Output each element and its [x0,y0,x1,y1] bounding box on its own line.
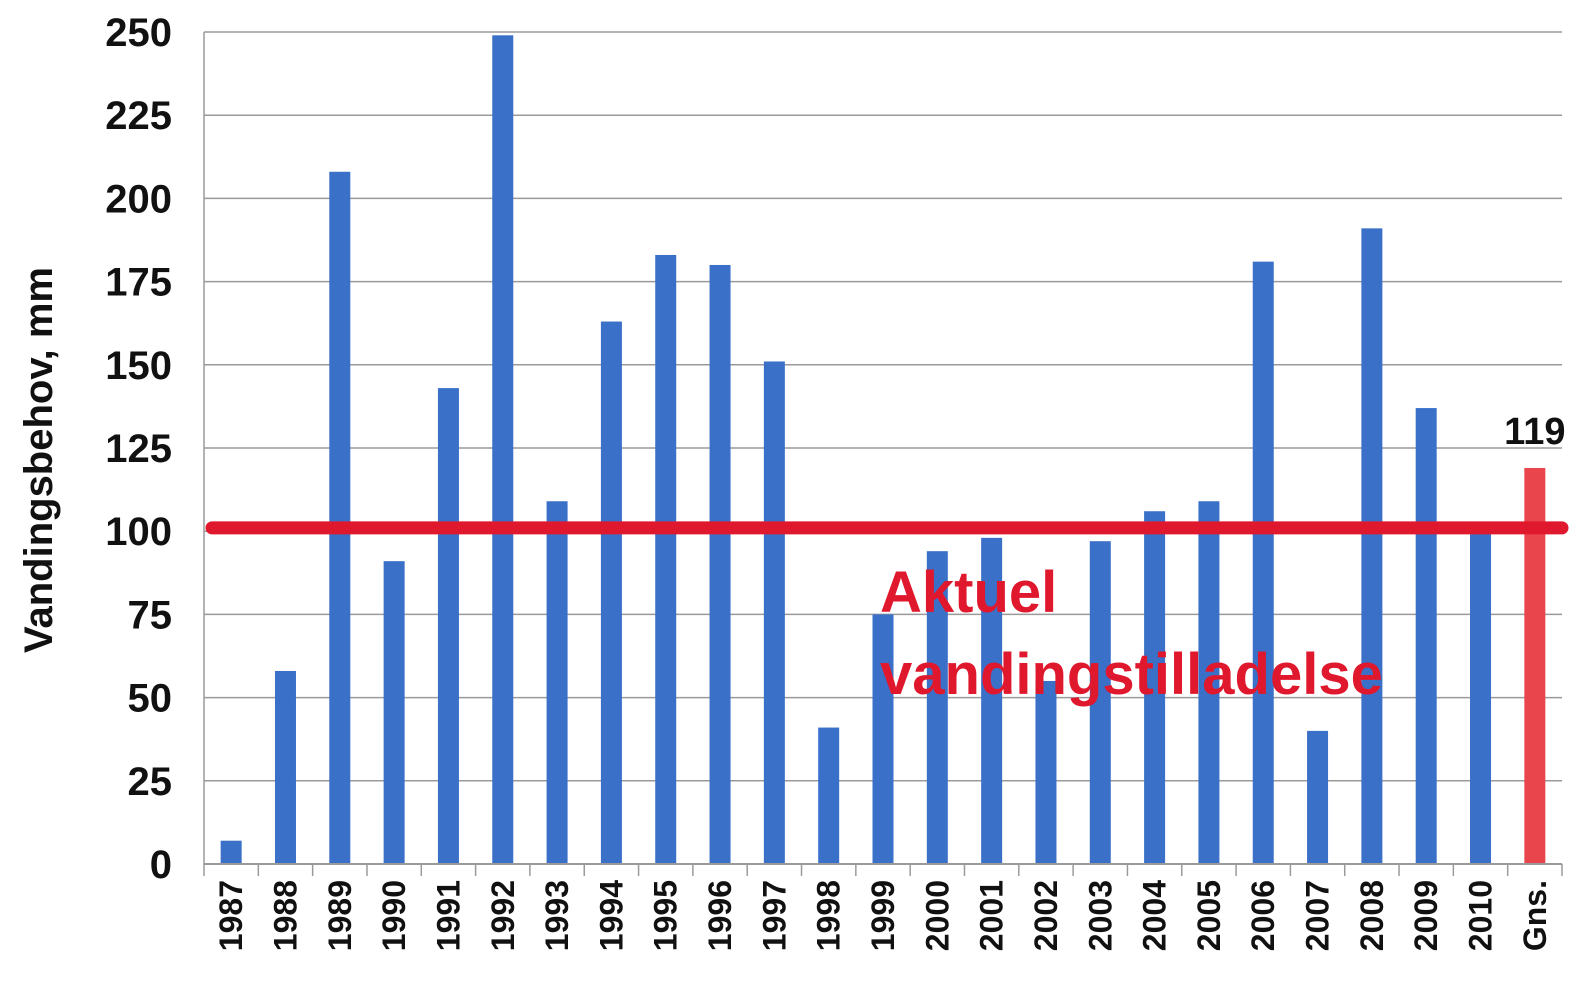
bar-1996 [709,264,731,865]
x-tick-label: 1990 [376,880,412,951]
annotation-line-1: Aktuel [880,560,1057,625]
x-tick-label: 1999 [865,880,901,951]
bar-1994 [600,321,622,864]
bar-1990 [383,561,405,864]
bar-1995 [655,254,677,864]
bar-2008 [1361,228,1383,865]
bar-2009 [1415,408,1437,864]
bar-2010 [1470,531,1492,864]
x-tick-label: 2009 [1408,880,1444,951]
bar-1999 [872,614,894,864]
bar-2002 [1035,680,1057,864]
bar-1987 [220,840,242,864]
bar-1989 [329,171,351,864]
x-tick-label: 2000 [919,880,955,951]
bar-1997 [763,361,785,864]
x-axis-ticks: 1987 1988 1989 1990 1991 1992 1993 1994 1995 1996… [203,864,1563,951]
x-tick-label: 2006 [1245,880,1281,951]
annotation-line-2: vandingstilladelse [880,642,1383,707]
y-tick-label: 50 [128,677,173,721]
x-tick-label: 2003 [1082,880,1118,951]
x-tick-label: 1996 [702,880,738,951]
bar-1993 [546,501,568,864]
x-tick-label: 1998 [811,880,847,951]
bar-2004 [1144,511,1166,864]
x-tick-label: 2002 [1028,880,1064,951]
y-tick-label: 25 [128,760,173,804]
y-axis-ticks: 0 25 50 75 100 125 150 175 200 225 250 [105,11,172,887]
x-tick-label: 2005 [1191,880,1227,951]
bar-2005 [1198,501,1220,864]
bar-1991 [437,388,459,864]
x-tick-label: 1995 [648,880,684,951]
x-tick-label: 1992 [485,880,521,951]
x-tick-label: 2008 [1354,880,1390,951]
y-tick-label: 150 [105,344,172,388]
y-tick-label: 250 [105,11,172,55]
y-tick-label: 175 [105,261,172,305]
bar-2003 [1089,541,1111,864]
x-tick-label: 1989 [322,880,358,951]
y-tick-label: 125 [105,427,172,471]
x-tick-label: 2001 [974,880,1010,951]
bar-2000 [926,551,948,864]
x-tick-label: 2010 [1463,880,1499,951]
x-tick-label: 1988 [267,880,303,951]
bar-1988 [274,670,296,864]
y-tick-label: 75 [128,593,173,637]
bar-1998 [818,727,840,864]
bar-1992 [492,35,514,864]
y-tick-label: 200 [105,177,172,221]
average-data-label: 119 [1504,411,1565,453]
x-tick-label: 1993 [539,880,575,951]
y-tick-label: 0 [150,843,172,887]
bar-2001 [981,537,1003,864]
y-tick-label: 225 [105,94,172,138]
x-tick-label: 2007 [1300,880,1336,951]
x-tick-label: 2004 [1137,880,1173,951]
x-tick-label: 1994 [593,880,629,951]
x-tick-label: 1987 [213,880,249,951]
bar-average [1524,467,1546,864]
x-tick-label: Gns. [1517,880,1553,951]
y-axis-label: Vandingsbehov, mm [17,267,61,653]
bar-2007 [1307,730,1329,864]
x-tick-label: 1997 [756,880,792,951]
x-tick-label: 1991 [430,880,466,951]
bar-2006 [1252,261,1274,865]
bars [220,35,1546,865]
y-tick-label: 100 [105,510,172,554]
